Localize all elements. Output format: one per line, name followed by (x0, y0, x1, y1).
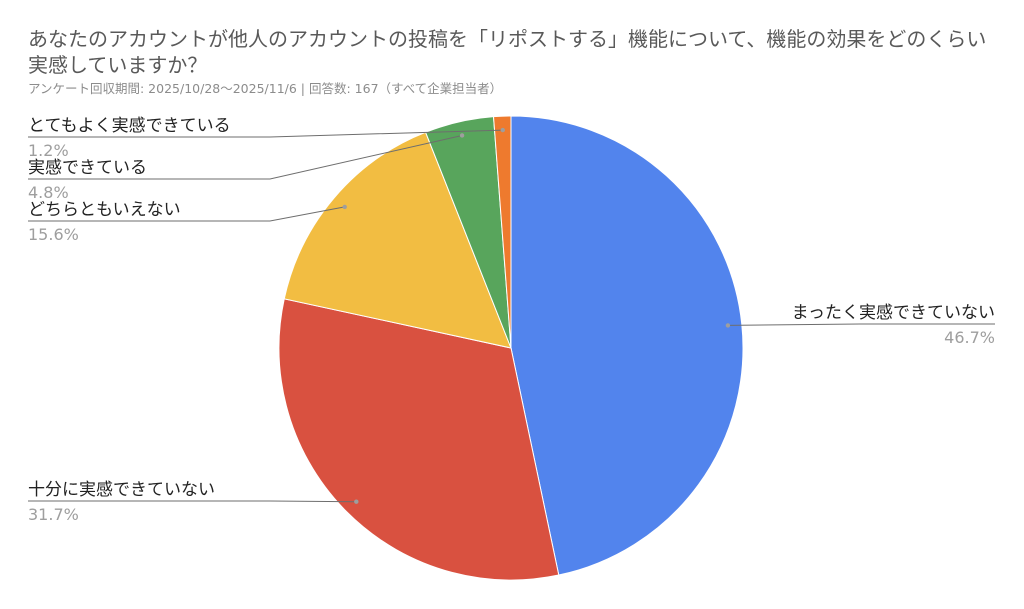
slice-label: まったく実感できていない (792, 303, 995, 323)
leader-line (727, 323, 995, 326)
slice-marker (725, 323, 731, 328)
slice-value-label: 1.2% (28, 141, 69, 160)
pie-slice (510, 115, 744, 576)
leader-line (28, 500, 357, 503)
slice-value-label: 46.7% (944, 328, 995, 347)
slice-marker (500, 127, 505, 133)
pie-slice (492, 115, 512, 349)
slice-value-label: 15.6% (28, 225, 79, 244)
slice-label: 十分に実感できていない (28, 480, 215, 500)
leader-line (28, 134, 463, 180)
slice-value-label: 4.8% (28, 183, 69, 202)
leader-line (28, 206, 345, 222)
chart-title: あなたのアカウントが他人のアカウントの投稿を「リポストする」機能について、機能の… (28, 27, 987, 77)
slice-label: とてもよく実感できている (28, 116, 231, 136)
pie-slice (283, 131, 512, 349)
pie-slice (278, 298, 560, 581)
slice-marker (342, 204, 347, 210)
slice-marker (354, 499, 359, 504)
chart-subtitle: アンケート回収期間: 2025/10/28〜2025/11/6 | 回答数: 1… (28, 81, 503, 96)
slice-marker (459, 133, 465, 138)
slice-label: どちらともいえない (28, 200, 181, 220)
slice-label: 実感できている (28, 158, 147, 178)
slice-value-label: 31.7% (28, 505, 79, 524)
leader-line (28, 129, 503, 138)
